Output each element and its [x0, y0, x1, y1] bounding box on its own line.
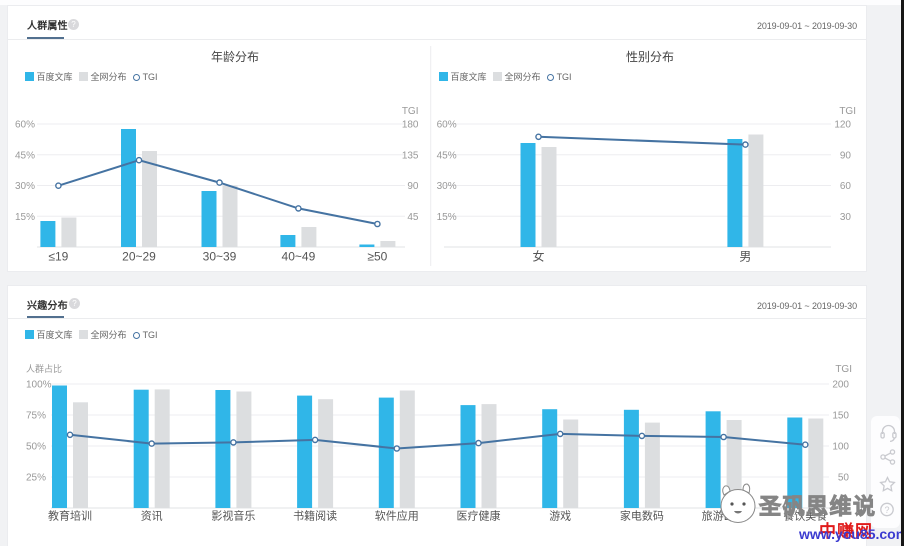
svg-text:90: 90	[840, 150, 852, 161]
svg-text:60%: 60%	[437, 120, 457, 131]
svg-text:TGI: TGI	[839, 106, 856, 117]
svg-text:50%: 50%	[26, 442, 46, 453]
svg-text:45%: 45%	[15, 150, 35, 161]
svg-text:家电数码: 家电数码	[620, 509, 664, 523]
svg-text:圣矾思维说: 圣矾思维说	[759, 494, 877, 519]
svg-text:100: 100	[832, 442, 849, 453]
svg-text:45%: 45%	[437, 150, 457, 161]
svg-text:影视音乐: 影视音乐	[211, 509, 255, 523]
svg-text:75%: 75%	[26, 411, 46, 422]
svg-text:20~29: 20~29	[122, 250, 156, 264]
svg-text:15%: 15%	[437, 212, 457, 223]
svg-text:软件应用: 软件应用	[375, 509, 419, 523]
svg-text:30%: 30%	[15, 181, 35, 192]
svg-text:50: 50	[838, 473, 850, 484]
svg-text:120: 120	[834, 120, 851, 131]
svg-text:≥50: ≥50	[367, 250, 387, 264]
svg-text:200: 200	[832, 380, 849, 391]
svg-text:45: 45	[407, 212, 419, 223]
svg-text:30%: 30%	[437, 181, 457, 192]
svg-text:90: 90	[407, 181, 419, 192]
svg-text:25%: 25%	[26, 473, 46, 484]
svg-text:教育培训: 教育培训	[48, 509, 92, 523]
svg-text:游戏: 游戏	[549, 510, 571, 523]
svg-text:女: 女	[532, 249, 544, 264]
svg-text:餐饮美食: 餐饮美食	[783, 509, 827, 523]
svg-text:TGI: TGI	[402, 106, 419, 117]
svg-text:人群占比: 人群占比	[26, 363, 62, 374]
svg-text:135: 135	[402, 150, 419, 161]
svg-text:书籍阅读: 书籍阅读	[293, 509, 337, 523]
svg-text:30~39: 30~39	[203, 250, 237, 264]
svg-text:资讯: 资讯	[141, 510, 163, 523]
svg-text:15%: 15%	[15, 212, 35, 223]
svg-text:40~49: 40~49	[282, 250, 316, 264]
svg-text:60%: 60%	[15, 120, 35, 131]
svg-text:180: 180	[402, 120, 419, 131]
svg-text:?: ?	[884, 505, 889, 515]
svg-text:60: 60	[840, 181, 852, 192]
svg-text:男: 男	[739, 250, 751, 264]
svg-text:30: 30	[840, 212, 852, 223]
svg-text:≤19: ≤19	[48, 250, 68, 264]
svg-text:150: 150	[832, 411, 849, 422]
svg-text:TGI: TGI	[835, 364, 852, 375]
svg-text:100%: 100%	[26, 380, 52, 391]
svg-text:医疗健康: 医疗健康	[457, 509, 501, 523]
